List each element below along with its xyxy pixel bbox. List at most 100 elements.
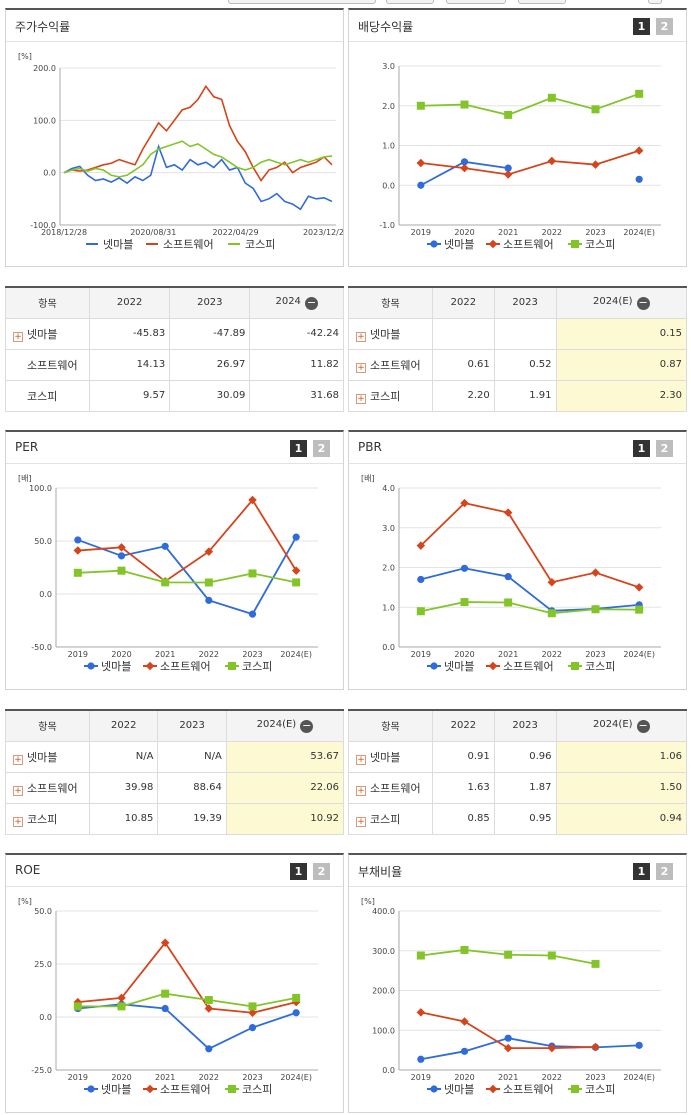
expand-plus-icon[interactable]: + [13,331,23,342]
tab-2-button[interactable]: 2 [313,440,330,457]
table-cell: 30.09 [169,379,251,412]
data-point [547,93,556,102]
tab-1-button[interactable]: 1 [633,863,650,880]
row-label[interactable]: + 넷마블 [348,740,433,773]
series-line [420,92,640,116]
tab-1-button[interactable]: 1 [290,440,307,457]
expand-plus-icon[interactable]: + [13,816,23,827]
row-label[interactable]: + 넷마블 [348,317,433,350]
column-header: 2022 [88,709,159,742]
column-header: 항목 [5,709,90,742]
x-tick-label: 2023/12/28 [303,228,343,237]
data-point [503,508,513,517]
data-point [205,596,213,604]
table-row: + 소프트웨어 39.98 88.64 22.06 [5,771,345,804]
table-cell: 1.50 [555,771,688,804]
table-cell: 0.95 [493,802,557,835]
data-point [161,989,170,998]
row-label[interactable]: + 소프트웨어 [348,771,433,804]
row-label-text: 넷마블 [27,327,58,341]
table-cell: 11.82 [249,348,344,381]
data-point [416,1008,426,1017]
data-point [504,598,513,607]
row-label[interactable]: + 넷마블 [5,317,90,350]
row-label[interactable]: + 소프트웨어 [5,771,90,804]
expand-plus-icon[interactable]: + [356,785,366,796]
expand-plus-icon[interactable]: + [356,331,366,342]
table-row: 코스피 9.57 30.09 31.68 [5,379,344,412]
expand-plus-icon[interactable]: + [356,393,366,404]
legend-marker [430,240,438,248]
row-label[interactable]: + 코스피 [348,802,433,835]
table-header-row: 항목 2022 2023 2024(E) − [5,709,345,742]
series-line [420,567,640,612]
data-point [117,993,126,1003]
x-tick-label: 2023 [242,650,262,659]
table-cell: N/A [157,740,227,773]
legend-label: 코스피 [242,660,272,673]
x-tick-label: 2023 [585,228,605,237]
data-point [161,578,170,587]
collapse-icon[interactable]: − [304,295,318,310]
expand-plus-icon[interactable]: + [356,362,366,373]
data-point [460,598,469,607]
tab-1-button[interactable]: 1 [633,18,650,35]
series-line [77,536,297,616]
y-tick-label: 0.0 [39,590,52,599]
row-label[interactable]: + 넷마블 [5,740,90,773]
collapse-icon[interactable]: − [300,718,314,733]
expand-plus-icon[interactable]: + [356,754,366,765]
legend-marker [571,240,579,248]
table-row: + 넷마블 0.91 0.96 1.06 [348,740,688,773]
row-label[interactable]: + 코스피 [5,802,90,835]
data-point [248,1002,257,1011]
row-label: 소프트웨어 [5,348,90,381]
series-line [420,601,640,615]
column-header: 항목 [348,709,433,742]
collapse-icon[interactable]: − [636,718,650,733]
tab-2-button[interactable]: 2 [313,863,330,880]
row-label-text: 넷마블 [27,750,58,764]
legend-label: 넷마블 [444,1083,474,1096]
table-cell: 0.91 [432,740,495,773]
table-row: + 넷마블 0.15 [348,317,688,350]
y-tick-label: 100.0 [33,116,56,125]
y-tick-label: 4.0 [382,484,395,493]
tab-1-button[interactable]: 1 [290,863,307,880]
panel-pbr: PBR 1 2 [배] 4.0 3.0 2.0 1.0 0.0 2019 2020 2021 20… [348,430,687,690]
x-tick-label: 2020 [111,1073,131,1082]
table-row: + 소프트웨어 1.63 1.87 1.50 [348,771,688,804]
expand-plus-icon[interactable]: + [13,785,23,796]
x-tick-label: 2019 [411,228,431,237]
data-point [547,1043,557,1053]
table-row: + 코스피 10.85 19.39 10.92 [5,802,345,835]
table-cell: 39.98 [88,771,159,804]
table-row: + 소프트웨어 0.61 0.52 0.87 [348,348,688,381]
data-point [504,164,512,172]
data-point [460,1047,469,1055]
row-label[interactable]: + 소프트웨어 [348,348,433,381]
legend-marker [430,662,438,670]
column-header: 2023 [493,286,557,319]
expand-plus-icon[interactable]: + [13,754,23,765]
legend-marker [145,661,155,671]
tab-2-button[interactable]: 2 [656,440,673,457]
table-cell: 26.97 [169,348,251,381]
column-header: 2022 [432,286,495,319]
expand-plus-icon[interactable]: + [356,816,366,827]
panel-title: 배당수익률 [358,20,414,34]
tab-1-button[interactable]: 1 [633,440,650,457]
tab-2-button[interactable]: 2 [656,863,673,880]
data-point [205,1045,213,1053]
legend-label: 넷마블 [444,660,474,673]
tab-2-button[interactable]: 2 [656,18,673,35]
collapse-icon[interactable]: − [636,295,650,310]
table-cell: 0.96 [493,740,557,773]
data-point [161,542,169,550]
y-unit-label: [%] [361,897,375,906]
y-tick-label: 25.0 [34,960,52,969]
per-chart: [배]100.0 50.0 0.0 -50.0 2019 2020 2021 2022 2023… [18,474,318,673]
pbr-chart: [배] 4.0 3.0 2.0 1.0 0.0 2019 2020 2021 2022 2023 20… [361,474,661,673]
stock-return-table: 항목 2022 2023 2024− + 넷마블 -45.83 -47.89 -42.24 소프트… [5,286,344,412]
row-label[interactable]: + 코스피 [348,379,433,412]
